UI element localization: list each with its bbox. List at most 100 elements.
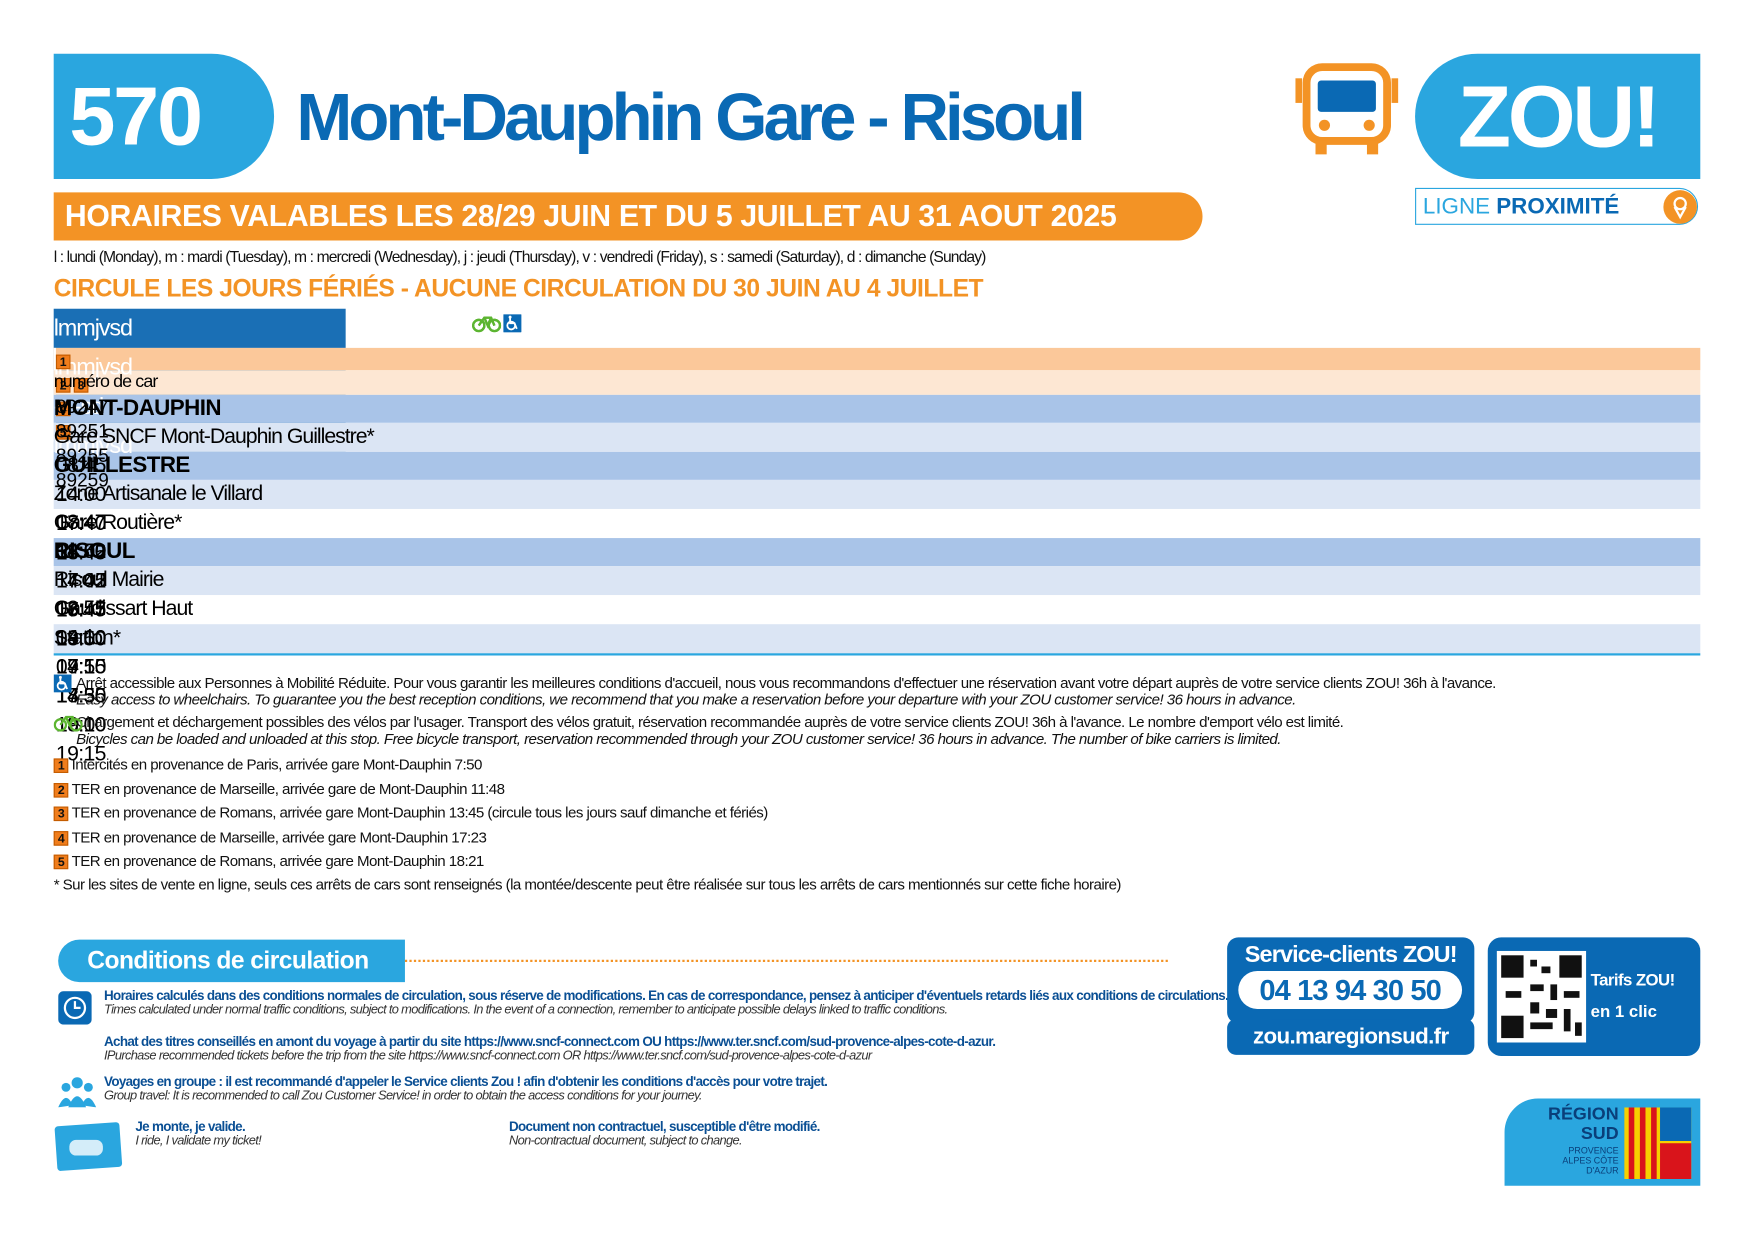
region-flag xyxy=(1624,1107,1692,1180)
region-name: RÉGION SUD xyxy=(1548,1105,1619,1144)
condition-fr: Horaires calculés dans des conditions no… xyxy=(104,987,1229,1004)
bike-fr: Chargement et déchargement possibles des… xyxy=(76,713,1344,731)
proximite-text: PROXIMITÉ xyxy=(1496,194,1620,220)
note-badge: 1 xyxy=(55,354,71,370)
note-badge: 1 xyxy=(53,758,69,773)
note-text: TER en provenance de Marseille, arrivée … xyxy=(71,828,487,846)
conditions-title: Conditions de circulation xyxy=(58,939,405,983)
contract-en: Non-contractual document, subject to cha… xyxy=(508,1134,743,1148)
time-cell: 09:15 xyxy=(53,653,350,683)
section-row: GUILLESTRE xyxy=(53,451,1701,480)
pmr-icon xyxy=(53,674,72,693)
numbered-note: 2 TER en provenance de Marseille, arrivée… xyxy=(53,780,505,798)
pmr-note: Arrêt accessible aux Personnes à Mobilit… xyxy=(53,674,1496,709)
dotted-rule xyxy=(404,959,1168,963)
stop-name: Gare SNCF Mont-Dauphin Guillestre* xyxy=(53,425,375,449)
service-web: zou.maregionsud.fr xyxy=(1227,1019,1475,1055)
section-name: MONT-DAUPHIN xyxy=(53,395,222,421)
days-row: lmmjvsd lmmjvsd ----sd lmmjvsd xyxy=(53,308,1701,466)
note-text: TER en provenance de Romans, arrivée gar… xyxy=(71,804,769,822)
pmr-en: Easy access to wheelchairs. To guarantee… xyxy=(76,691,1296,709)
car-row: numéro de car 89247 89251 89255 89259 xyxy=(53,370,1701,494)
brand-logo: ZOU! xyxy=(1415,53,1701,179)
notes-cell: 1 xyxy=(53,347,350,372)
line-title: Mont-Dauphin Gare - Risoul xyxy=(296,79,1086,155)
stop-name: Gaudissart Haut xyxy=(53,597,193,621)
holiday-notice: CIRCULE LES JOURS FÉRIÉS - AUCUNE CIRCUL… xyxy=(53,274,984,303)
line-number: 570 xyxy=(53,53,275,179)
stop-name: Zone Artisanale le Villard xyxy=(53,482,264,506)
note-text: Intercités en provenance de Paris, arriv… xyxy=(71,756,483,773)
stop-row: Gare SNCF Mont-Dauphin Guillestre* 08:45 1… xyxy=(53,314,1701,569)
ride-fr: Je monte, je valide. xyxy=(135,1118,246,1135)
clock-icon xyxy=(58,991,92,1025)
service-label: Service-clients ZOU! xyxy=(1244,941,1458,968)
ride-note: Je monte, je valide. I ride, I validate m… xyxy=(135,1119,261,1148)
bus-icon xyxy=(1295,63,1399,155)
qr-code xyxy=(1496,950,1587,1043)
condition-item: Achat des titres conseillés en amont du … xyxy=(104,1033,996,1063)
group-icon xyxy=(58,1077,97,1108)
bike-en: Bicycles can be loaded and unloaded at t… xyxy=(76,730,1281,748)
stop-row: Gaudissart Haut 09:00 14:15 17:55 19:00 xyxy=(53,595,1701,741)
note-badge: 5 xyxy=(55,425,71,440)
bike-icon xyxy=(472,316,502,333)
condition-item: Horaires calculés dans des conditions no… xyxy=(104,987,1229,1017)
asterisk-note: * Sur les sites de vente en ligne, seuls… xyxy=(53,875,1122,893)
note-badge: 5 xyxy=(53,854,69,870)
stop-row: Gare Routière* 08:50 14:05 17:45 18:50 xyxy=(53,314,1701,655)
numbered-note: 4 TER en provenance de Marseille, arrivée… xyxy=(53,828,487,846)
note-badge: 2 xyxy=(55,378,71,393)
validity-banner: HORAIRES VALABLES LES 28/29 JUIN ET DU 5… xyxy=(53,192,1203,241)
numbered-note: 5 TER en provenance de Romans, arrivée ga… xyxy=(53,852,485,870)
section-name: GUILLESTRE xyxy=(53,453,191,478)
numbered-note: 1 Intercités en provenance de Paris, arri… xyxy=(53,756,483,773)
service-phone: 04 13 94 30 50 xyxy=(1238,970,1463,1009)
car-label: numéro de car xyxy=(53,372,159,392)
numbered-note: 3 TER en provenance de Romans, arrivée ga… xyxy=(53,804,769,822)
note-text: TER en provenance de Marseille, arrivée … xyxy=(71,780,505,798)
ticket-icon xyxy=(54,1122,123,1171)
stop-name: Gare Routière* xyxy=(53,511,183,535)
time-cell: 19:15 xyxy=(53,740,350,770)
stop-row: Risoul Mairie 08:55 14:10 17:50 18:55 xyxy=(53,566,1701,712)
line-category: LIGNE PROXIMITÉ xyxy=(1415,187,1699,225)
section-row: RISOUL xyxy=(53,538,1701,567)
days-legend: l : lundi (Monday), m : mardi (Tuesday),… xyxy=(53,247,987,266)
region-sub: PROVENCE ALPES CÔTE D'AZUR xyxy=(1562,1145,1619,1176)
pmr-icon xyxy=(503,314,522,333)
stop-row: Zone Artisanale le Villard 08:47 14:02 17:4… xyxy=(53,314,1701,626)
stop-name: Station* xyxy=(53,626,121,650)
tarifs-label: Tarifs ZOU! xyxy=(1590,970,1676,990)
location-icon xyxy=(1663,190,1697,224)
note-badge: 4 xyxy=(55,401,71,417)
stop-name: Risoul Mairie xyxy=(53,568,165,592)
contract-note: Document non contractuel, susceptible d'… xyxy=(509,1119,820,1148)
ride-en: I ride, I validate my ticket! xyxy=(135,1134,262,1148)
condition-en: Group travel: It is recommended to call … xyxy=(104,1089,702,1103)
section-name: RISOUL xyxy=(53,539,136,564)
condition-en: Times calculated under normal traffic co… xyxy=(104,1003,948,1017)
note-badge: 3 xyxy=(53,806,69,822)
note-text: TER en provenance de Romans, arrivée gar… xyxy=(71,852,485,870)
tarifs-clic: en 1 clic xyxy=(1590,1002,1657,1022)
note-badge: 3 xyxy=(73,378,89,393)
note-badge: 2 xyxy=(53,782,69,798)
days-cell: lmmjvsd xyxy=(53,308,346,348)
bike-icon xyxy=(53,715,83,732)
table-rule xyxy=(53,653,1701,656)
condition-en: IPurchase recommended tickets before the… xyxy=(104,1049,872,1063)
pmr-fr: Arrêt accessible aux Personnes à Mobilit… xyxy=(76,674,1496,692)
stop-row: Station* 09:15 14:30 18:10 19:15 xyxy=(53,314,1701,770)
contract-fr: Document non contractuel, susceptible d'… xyxy=(508,1118,820,1135)
note-badge: 4 xyxy=(53,830,69,846)
condition-item: Voyages en groupe : il est recommandé d'… xyxy=(104,1073,828,1103)
condition-fr: Achat des titres conseillés en amont du … xyxy=(104,1033,996,1050)
timetable: lmmjvsd lmmjvsd ----sd lmmjvsd 1 2 3 4 5 numéro d… xyxy=(53,308,1701,770)
condition-fr: Voyages en groupe : il est recommandé d'… xyxy=(104,1073,828,1090)
ligne-text: LIGNE xyxy=(1422,194,1491,220)
bike-note: Chargement et déchargement possibles des… xyxy=(53,713,1344,748)
